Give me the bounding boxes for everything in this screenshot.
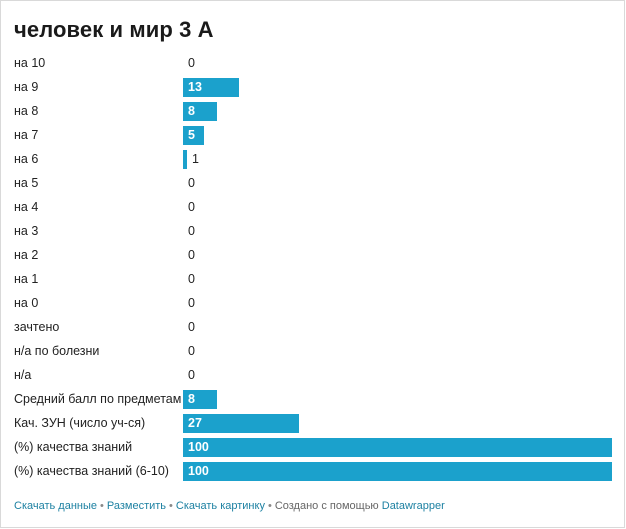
category-label: (%) качества знаний [14,440,133,454]
value-label: 0 [188,320,195,334]
bar-row: на 1 0 [1,267,626,291]
value-label: 0 [188,272,195,286]
value-label: 0 [188,176,195,190]
value-label: 8 [188,104,195,118]
bar-row: на 10 0 [1,51,626,75]
value-label: 0 [188,200,195,214]
bar [183,150,187,169]
category-label: на 2 [14,248,39,262]
category-label: зачтено [14,320,60,334]
bar-row: Средний балл по предметам 8 [1,387,626,411]
value-label: 0 [188,248,195,262]
bar-row: зачтено 0 [1,315,626,339]
embed-link[interactable]: Разместить [106,500,167,512]
bar-row: на 8 8 [1,99,626,123]
chart-title: человек и мир 3 А [14,17,214,42]
bar-row: на 5 0 [1,171,626,195]
category-label: на 3 [14,224,39,238]
bar [183,414,299,433]
value-label: 0 [188,368,195,382]
bar-row: на 4 0 [1,195,626,219]
footer-separator: • [267,500,272,512]
bar-row: на 2 0 [1,243,626,267]
bar-row: на 7 5 [1,123,626,147]
bar-row: (%) качества знаний 100 [1,435,626,459]
bar [183,102,217,121]
bar-row: на 0 0 [1,291,626,315]
category-label: на 8 [14,104,39,118]
value-label: 0 [188,224,195,238]
bar [183,462,612,481]
bar [183,78,239,97]
category-label: (%) качества знаний (6-10) [14,464,169,478]
bar-row: на 9 13 [1,75,626,99]
category-label: на 4 [14,200,39,214]
datawrapper-link[interactable]: Datawrapper [381,500,445,512]
category-label: на 0 [14,296,39,310]
value-label: 8 [188,392,195,406]
bar-row: (%) качества знаний (6-10) 100 [1,459,626,483]
bar [183,126,204,145]
value-label: 0 [188,296,195,310]
value-label: 27 [188,416,202,430]
category-label: на 5 [14,176,39,190]
created-with-text: Создано с помощью [274,500,379,512]
download-image-link[interactable]: Скачать картинку [175,500,265,512]
bar-row: н/а по болезни 0 [1,339,626,363]
category-label: на 9 [14,80,39,94]
value-label: 1 [192,152,199,166]
category-label: на 1 [14,272,39,286]
value-label: 0 [188,56,195,70]
bar [183,390,217,409]
category-label: Средний балл по предметам [14,392,182,406]
bar-row: Кач. ЗУН (число уч-ся) 27 [1,411,626,435]
value-label: 100 [188,464,209,478]
footer: Скачать данные • Разместить • Скачать картин… [14,500,445,512]
category-label: на 10 [14,56,46,70]
category-label: н/а [14,368,32,382]
footer-separator: • [169,500,173,512]
category-label: н/а по болезни [14,344,100,358]
value-label: 13 [188,80,202,94]
category-label: на 7 [14,128,39,142]
bar-row: н/а 0 [1,363,626,387]
value-label: 100 [188,440,209,454]
category-label: на 6 [14,152,39,166]
download-data-link[interactable]: Скачать данные [14,500,98,512]
bar [183,438,612,457]
bar-row: на 6 1 [1,147,626,171]
value-label: 5 [188,128,195,142]
category-label: Кач. ЗУН (число уч-ся) [14,416,146,430]
footer-separator: • [100,500,104,512]
value-label: 0 [188,344,195,358]
bar-row: на 3 0 [1,219,626,243]
